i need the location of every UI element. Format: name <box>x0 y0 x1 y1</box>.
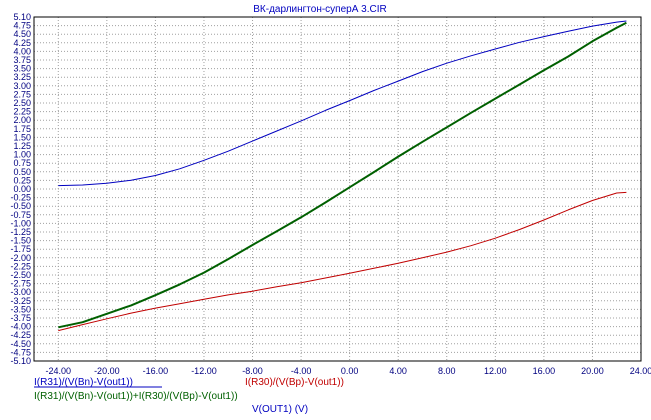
legend-item-r30: I(R30)/(V(Bp)-V(out1)) <box>245 377 344 388</box>
y-tick-label: 3.75 <box>13 55 31 65</box>
y-tick-label: 5.10 <box>13 12 31 22</box>
x-tick-label: -24.00 <box>46 366 72 376</box>
y-tick-label: 1.00 <box>13 150 31 160</box>
y-tick-label: -2.75 <box>10 279 31 289</box>
y-tick-label: -4.25 <box>10 330 31 340</box>
y-tick-label: -2.00 <box>10 253 31 263</box>
y-tick-label: 3.25 <box>13 72 31 82</box>
legend-item-sum: I(R31)/(V(Bn)-V(out1))+I(R30)/(V(Bp)-V(o… <box>34 391 238 402</box>
y-tick-label: 2.75 <box>13 89 31 99</box>
y-tick-labels: 5.104.754.504.254.003.753.503.253.002.75… <box>10 12 31 366</box>
y-tick-label: 0.50 <box>13 167 31 177</box>
y-tick-label: -1.00 <box>10 218 31 228</box>
x-tick-label: 24.00 <box>630 366 651 376</box>
y-tick-label: -1.25 <box>10 227 31 237</box>
y-tick-label: -5.10 <box>10 356 31 366</box>
grid <box>34 17 642 361</box>
series-lines <box>58 20 627 332</box>
y-tick-label: -3.25 <box>10 296 31 306</box>
x-tick-label: 16.00 <box>533 366 556 376</box>
y-tick-label: -4.50 <box>10 339 31 349</box>
y-tick-label: 2.50 <box>13 98 31 108</box>
y-tick-label: -0.25 <box>10 193 31 203</box>
y-tick-label: 4.50 <box>13 29 31 39</box>
y-tick-label: 1.50 <box>13 132 31 142</box>
x-tick-label: 12.00 <box>484 366 507 376</box>
y-tick-label: 2.25 <box>13 107 31 117</box>
series-line-3 <box>58 21 627 329</box>
y-tick-label: -2.50 <box>10 270 31 280</box>
y-tick-label: 2.00 <box>13 115 31 125</box>
y-tick-label: -0.75 <box>10 210 31 220</box>
y-tick-label: 0.00 <box>13 184 31 194</box>
y-tick-label: -1.75 <box>10 244 31 254</box>
y-tick-label: -2.25 <box>10 261 31 271</box>
y-tick-label: -4.00 <box>10 322 31 332</box>
y-tick-label: 0.25 <box>13 175 31 185</box>
y-tick-label: 1.75 <box>13 124 31 134</box>
x-tick-label: 20.00 <box>581 366 604 376</box>
y-tick-label: 4.25 <box>13 38 31 48</box>
x-tick-label: 4.00 <box>389 366 407 376</box>
x-tick-label: 0.00 <box>341 366 359 376</box>
x-tick-label: -4.00 <box>291 366 312 376</box>
x-tick-label: -16.00 <box>143 366 169 376</box>
y-tick-label: 4.75 <box>13 21 31 31</box>
x-tick-label: -12.00 <box>191 366 217 376</box>
y-tick-label: -4.75 <box>10 347 31 357</box>
y-tick-label: -3.75 <box>10 313 31 323</box>
x-axis-label: V(OUT1) (V) <box>252 404 308 415</box>
x-tick-label: -8.00 <box>242 366 263 376</box>
y-tick-label: -3.50 <box>10 304 31 314</box>
x-tick-labels: -24.00 -20.00 -16.00 -12.00 -8.00 -4.00 0.00 4.… <box>46 366 651 376</box>
y-tick-label: 3.50 <box>13 64 31 74</box>
chart-title: ВК-дарлингтон-суперА 3.CIR <box>253 4 386 15</box>
legend-item-r31: I(R31)/(V(Bn)-V(out1)) <box>34 377 133 388</box>
y-tick-label: -1.50 <box>10 236 31 246</box>
y-tick-label: 1.25 <box>13 141 31 151</box>
y-tick-label: 4.00 <box>13 46 31 56</box>
y-tick-label: -0.50 <box>10 201 31 211</box>
y-tick-label: 0.75 <box>13 158 31 168</box>
y-tick-label: 3.00 <box>13 81 31 91</box>
x-tick-label: 8.00 <box>438 366 456 376</box>
y-tick-label: -3.00 <box>10 287 31 297</box>
x-tick-label: -20.00 <box>94 366 120 376</box>
plot-frame <box>33 16 642 362</box>
series-line-2 <box>58 191 627 332</box>
series-line-1 <box>58 20 627 187</box>
